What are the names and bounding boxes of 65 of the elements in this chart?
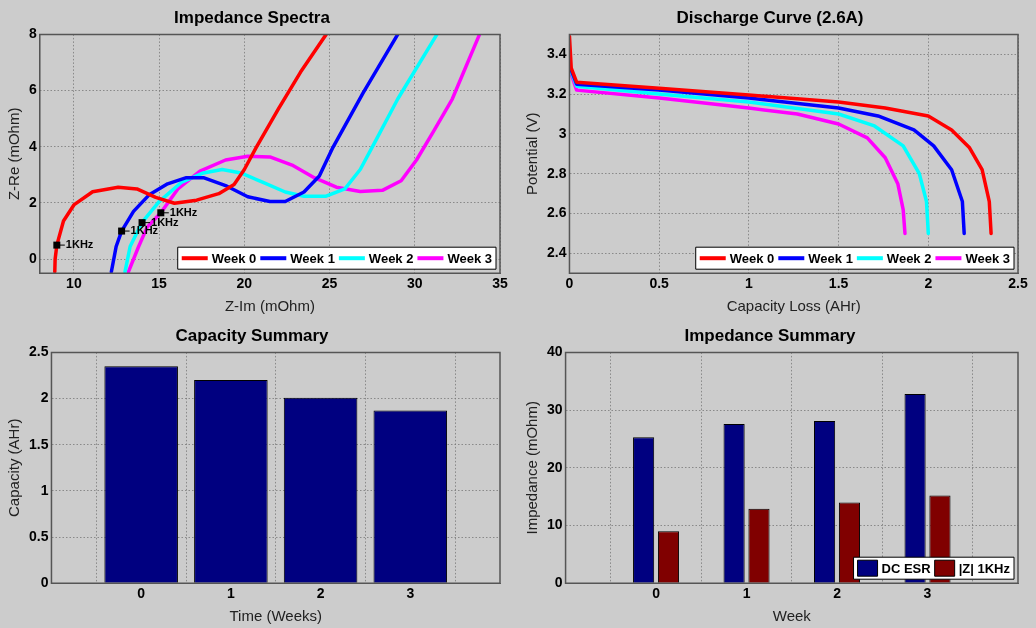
legend-label: Week 3 — [447, 250, 493, 266]
x-tick-label: 15 — [151, 275, 168, 292]
chart-title: Capacity Summary — [175, 325, 330, 345]
y-tick-label: 40 — [546, 343, 563, 360]
x-tick-label: 2.5 — [1008, 275, 1028, 292]
x-tick-label: 2 — [924, 275, 933, 292]
x-tick-label: 25 — [321, 275, 338, 292]
legend-label: DC ESR — [881, 560, 932, 576]
legend-label: Week 0 — [211, 250, 257, 266]
y-tick-label: 8 — [28, 25, 37, 42]
x-axis-title: Week — [772, 607, 812, 625]
x-tick-label: 10 — [66, 275, 82, 292]
y-tick-label: 3 — [558, 124, 567, 141]
y-tick-label: 20 — [546, 458, 563, 475]
x-axis-title: Time (Weeks) — [229, 607, 322, 625]
x-tick-label: 0.5 — [649, 275, 670, 292]
y-tick-label: 1.5 — [28, 435, 49, 452]
y-tick-label: 3.4 — [546, 45, 567, 62]
y-tick-label: 6 — [28, 81, 37, 98]
chart-title: Discharge Curve (2.6A) — [676, 7, 864, 27]
annotation: 1KHz — [65, 238, 94, 251]
x-tick-label: 20 — [236, 275, 253, 292]
y-tick-label: 0 — [28, 250, 37, 267]
y-axis-title: Potential (V) — [523, 112, 541, 196]
x-tick-label: 0 — [137, 585, 146, 602]
x-tick-label: 3 — [406, 585, 415, 602]
y-tick-label: 2.8 — [546, 164, 567, 181]
y-tick-label: 2.5 — [28, 343, 49, 360]
y-tick-label: 3.2 — [546, 84, 567, 101]
y-tick-label: 2.6 — [546, 204, 567, 221]
y-tick-label: 0.5 — [28, 527, 49, 544]
x-tick-label: 2 — [316, 585, 325, 602]
chart-title: Impedance Spectra — [174, 7, 331, 27]
annotation: 1KHz — [169, 205, 198, 218]
y-axis-title: Impedance (mOhm) — [523, 401, 541, 535]
x-tick-label: 1 — [226, 585, 235, 602]
x-tick-label: 2 — [833, 585, 842, 602]
x-tick-label: 1 — [742, 585, 751, 602]
x-tick-label: 35 — [492, 275, 508, 292]
y-tick-label: 10 — [546, 516, 563, 533]
y-axis-title: Capacity (AHr) — [5, 418, 23, 517]
y-tick-label: 0 — [40, 574, 49, 591]
x-axis-title: Z-Im (mOhm) — [224, 297, 315, 315]
legend-label: Week 1 — [808, 250, 853, 266]
y-tick-label: 2.4 — [546, 244, 567, 261]
legend-label: Week 1 — [290, 250, 335, 266]
x-tick-label: 3 — [923, 585, 932, 602]
chart-title: Impedance Summary — [684, 325, 857, 345]
y-tick-label: 2 — [40, 389, 49, 406]
y-axis-title: Z-Re (mOhm) — [5, 107, 23, 201]
legend-label: Week 2 — [886, 250, 932, 266]
x-tick-label: 0 — [652, 585, 661, 602]
legend-label: Week 2 — [368, 250, 414, 266]
legend-label: Week 3 — [965, 250, 1011, 266]
legend-label: Week 0 — [729, 250, 775, 266]
x-tick-label: 1 — [744, 275, 753, 292]
x-tick-label: 30 — [406, 275, 423, 292]
y-tick-label: 2 — [28, 193, 37, 210]
y-tick-label: 0 — [554, 574, 563, 591]
legend-label: |Z| 1KHz — [958, 560, 1011, 576]
y-tick-label: 4 — [28, 137, 37, 154]
x-axis-title: Capacity Loss (AHr) — [726, 297, 861, 315]
y-tick-label: 30 — [546, 400, 563, 417]
y-tick-label: 1 — [40, 481, 49, 498]
x-tick-label: 1.5 — [828, 275, 849, 292]
